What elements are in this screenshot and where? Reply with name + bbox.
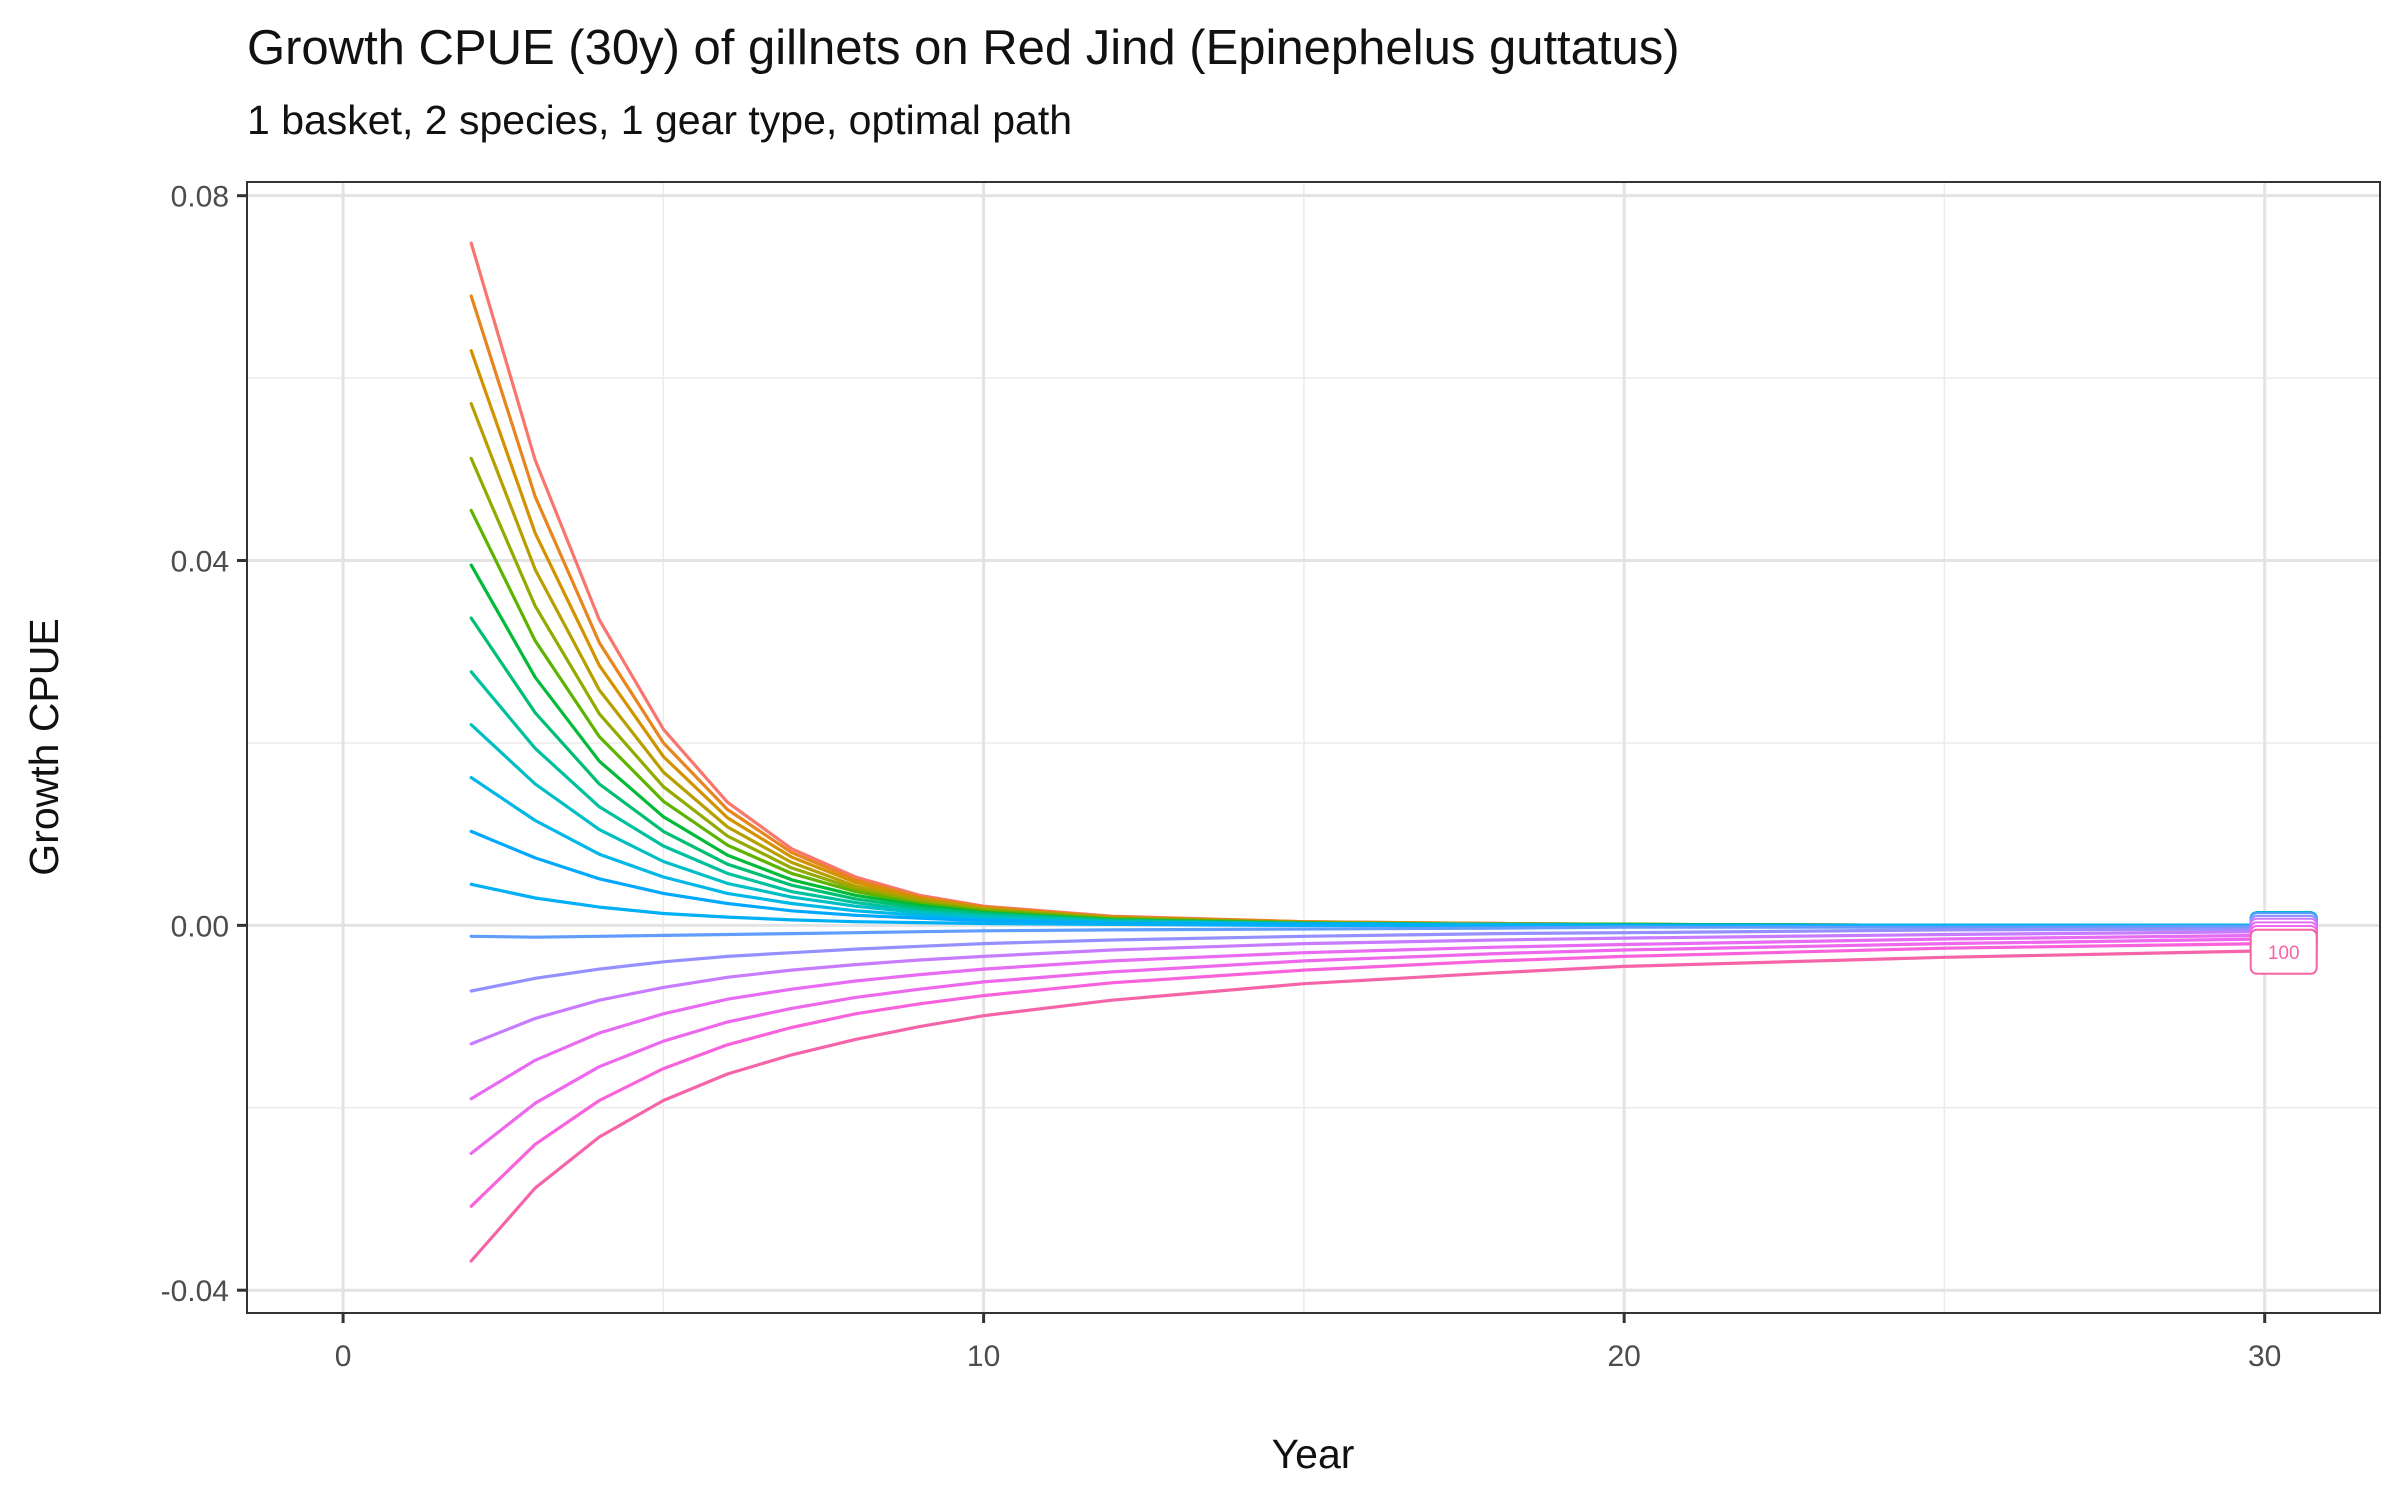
- series-line-19: [469, 942, 2267, 1208]
- y-axis-title: Growth CPUE: [21, 618, 67, 875]
- end-labels: 100: [2249, 911, 2318, 975]
- series-line-14: [469, 924, 2267, 939]
- series-line-2: [469, 294, 2267, 927]
- series-line-15: [469, 927, 2267, 993]
- x-tick-label: 10: [967, 1340, 1000, 1373]
- x-tick-label: 0: [335, 1340, 352, 1373]
- series-line-17: [469, 933, 2267, 1101]
- series-line-3: [469, 349, 2267, 927]
- end-label-text: 100: [2268, 943, 2300, 964]
- y-tick-label: 0.00: [171, 910, 229, 943]
- series-line-4: [469, 402, 2267, 927]
- series-line-16: [469, 930, 2267, 1046]
- series-line-8: [469, 616, 2267, 927]
- chart-title: Growth CPUE (30y) of gillnets on Red Jin…: [247, 21, 1680, 75]
- series-line-7: [469, 563, 2267, 927]
- x-tick-label: 30: [2248, 1340, 2281, 1373]
- x-axis-title: Year: [1272, 1431, 1355, 1477]
- y-tick-label: 0.04: [171, 546, 229, 579]
- plot-panel-border: [246, 181, 2381, 1314]
- y-tick-label: -0.04: [161, 1275, 229, 1308]
- series-line-6: [469, 508, 2267, 927]
- chart-subtitle: 1 basket, 2 species, 1 gear type, optima…: [247, 97, 1073, 143]
- series-line-1: [469, 241, 2267, 927]
- series-line-20: [469, 949, 2267, 1263]
- series-lines: [469, 241, 2267, 1263]
- series-line-13: [469, 882, 2267, 927]
- axis-ticks: 0 10 20 30 -0.04 0.00 0.04 0.08: [161, 181, 2282, 1373]
- series-line-18: [469, 937, 2267, 1155]
- x-tick-label: 20: [1607, 1340, 1640, 1373]
- y-tick-label: 0.08: [171, 181, 229, 214]
- end-label-box: [2249, 928, 2318, 975]
- series-line-5: [469, 456, 2267, 927]
